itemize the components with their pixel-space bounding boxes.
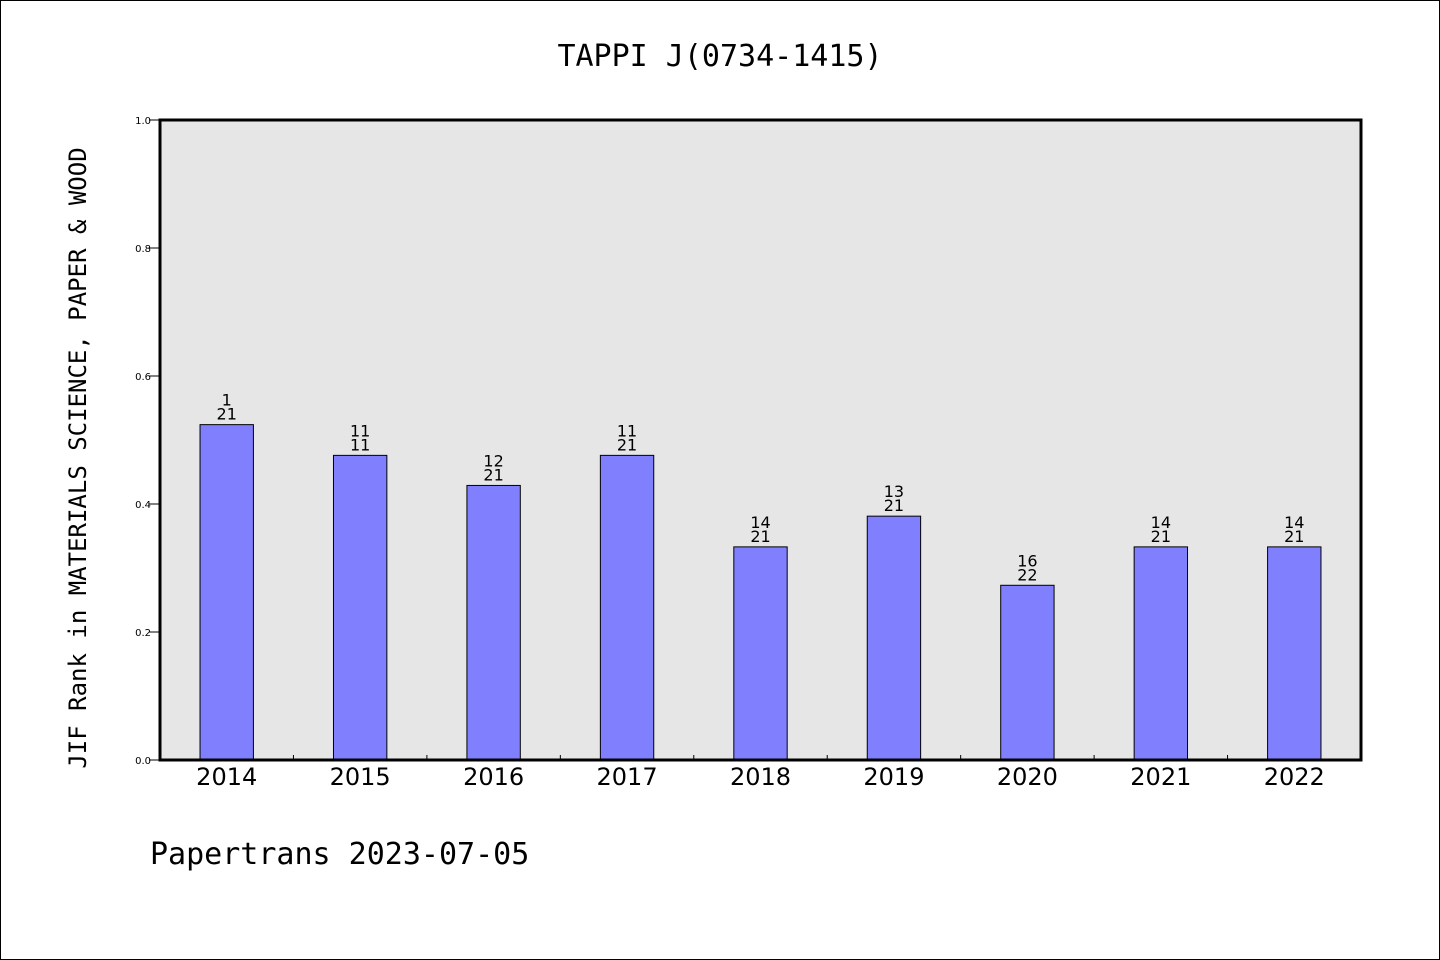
bar-2015 xyxy=(332,454,388,761)
data-label-top-2015: 11 xyxy=(350,421,370,440)
y-tick-label-0.6: 0.6 xyxy=(135,372,151,383)
data-label-top-2017: 11 xyxy=(617,421,637,440)
footer-text: Papertrans 2023-07-05 xyxy=(150,837,529,872)
bar-2018 xyxy=(733,546,788,761)
data-label-bottom-2020: 22 xyxy=(1017,565,1037,584)
y-tick-label-0.0: 0.0 xyxy=(135,756,151,767)
data-label-bottom-2022: 21 xyxy=(1284,527,1304,546)
data-label-top-2022: 14 xyxy=(1284,513,1304,532)
bar-2016 xyxy=(466,484,521,761)
y-axis-label: JIF Rank in MATERIALS SCIENCE, PAPER & W… xyxy=(64,147,92,768)
data-label-top-2019: 13 xyxy=(884,482,904,501)
data-label-bottom-2015: 11 xyxy=(350,435,370,454)
data-label-bottom-2016: 21 xyxy=(483,465,503,484)
x-tick-label-2017: 2017 xyxy=(597,763,658,791)
bar-2021 xyxy=(1133,546,1189,761)
x-tick-label-2018: 2018 xyxy=(730,763,791,791)
y-tick-label-1.0: 1.0 xyxy=(135,116,151,127)
data-label-top-2018: 14 xyxy=(750,513,770,532)
data-label-top-2016: 12 xyxy=(483,451,503,470)
data-label-bottom-2014: 21 xyxy=(217,405,237,424)
x-tick-label-2014: 2014 xyxy=(196,763,257,791)
bar-2017 xyxy=(599,454,655,761)
data-label-bottom-2021: 21 xyxy=(1151,527,1171,546)
y-tick-label-0.4: 0.4 xyxy=(135,500,151,511)
x-tick-label-2022: 2022 xyxy=(1264,763,1325,791)
bar-2022 xyxy=(1267,546,1322,761)
data-label-bottom-2018: 21 xyxy=(750,527,770,546)
x-tick-label-2019: 2019 xyxy=(863,763,924,791)
x-tick-label-2021: 2021 xyxy=(1130,763,1191,791)
x-tick-label-2016: 2016 xyxy=(463,763,524,791)
y-tick-label-0.2: 0.2 xyxy=(135,628,151,639)
data-label-bottom-2019: 21 xyxy=(884,496,904,515)
data-label-top-2014: 1 xyxy=(222,391,232,410)
bar-2020 xyxy=(1000,584,1055,761)
data-label-bottom-2017: 21 xyxy=(617,435,637,454)
ticks-group: 2014 2015 2016 2017 2018 2019 2020 2021 2022 0.0 0… xyxy=(135,116,1325,791)
y-tick-label-0.8: 0.8 xyxy=(135,244,151,255)
plot-border xyxy=(158,118,1363,762)
bar-2019 xyxy=(866,515,922,761)
x-tick-label-2015: 2015 xyxy=(330,763,391,791)
data-label-top-2020: 16 xyxy=(1017,551,1037,570)
chart-title: TAPPI J(0734-1415) xyxy=(557,39,882,74)
data-label-top-2021: 14 xyxy=(1151,513,1171,532)
x-tick-label-2020: 2020 xyxy=(997,763,1058,791)
bar-2014 xyxy=(199,424,254,761)
